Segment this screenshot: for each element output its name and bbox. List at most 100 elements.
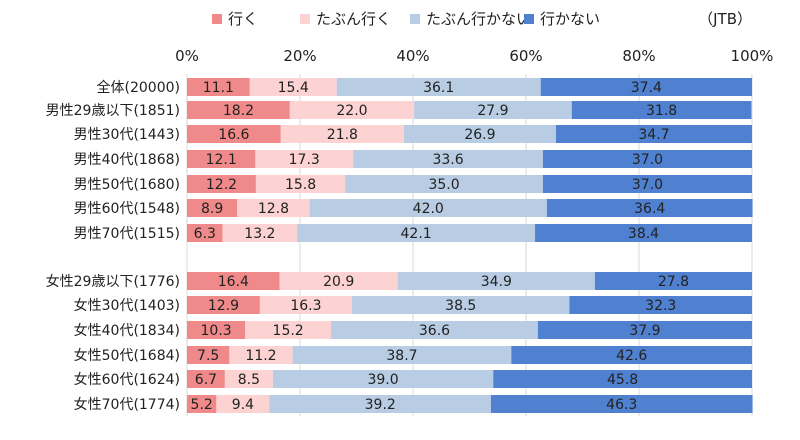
data-label: 13.2 bbox=[244, 226, 275, 242]
data-label: 12.2 bbox=[206, 177, 237, 193]
category-label: 女性30代(1403) bbox=[74, 297, 180, 314]
bars: 11.1 15.4 36.1 37.4 18.2 22.0 27.9 31.8 16.6 21.8… bbox=[187, 78, 753, 413]
category-label: 男性50代(1680) bbox=[74, 177, 180, 193]
legend-label-2: たぶん行く bbox=[316, 10, 391, 28]
data-label: 5.2 bbox=[191, 397, 213, 413]
data-label: 18.2 bbox=[223, 103, 254, 119]
data-label: 32.3 bbox=[645, 298, 676, 314]
bar-segment bbox=[187, 199, 238, 217]
category-labels: 全体(20000) 男性29歳以下(1851) 男性30代(1443) 男性40代(1… bbox=[46, 79, 180, 413]
category-label: 女性29歳以下(1776) bbox=[46, 273, 180, 290]
bar-segment bbox=[249, 78, 337, 96]
data-label: 38.7 bbox=[386, 348, 417, 364]
bar-segment bbox=[187, 224, 223, 242]
data-label: 11.1 bbox=[203, 80, 234, 96]
category-label: 女性70代(1774) bbox=[74, 396, 180, 413]
data-label: 10.3 bbox=[201, 323, 232, 339]
bar-segment bbox=[594, 272, 752, 290]
bar-segment bbox=[546, 199, 753, 217]
bar-segment bbox=[224, 370, 273, 388]
category-label: 男性60代(1548) bbox=[74, 201, 180, 217]
data-label: 11.2 bbox=[245, 348, 276, 364]
bar-segment bbox=[187, 346, 230, 364]
bar-segment bbox=[490, 395, 753, 413]
bar-segment bbox=[331, 321, 538, 339]
bar-segment bbox=[259, 296, 352, 314]
category-label: 全体(20000) bbox=[97, 79, 180, 96]
category-label: 女性40代(1834) bbox=[74, 322, 180, 339]
legend: 行く たぶん行く たぶん行かない 行かない bbox=[212, 10, 600, 28]
legend-label-3: たぶん行かない bbox=[426, 10, 531, 28]
bar-segment bbox=[535, 224, 752, 242]
bar-segment bbox=[542, 150, 752, 168]
data-label: 42.1 bbox=[401, 226, 432, 242]
bar-segment bbox=[279, 272, 398, 290]
data-label: 36.6 bbox=[419, 323, 450, 339]
data-label: 31.8 bbox=[646, 103, 677, 119]
category-label: 男性40代(1868) bbox=[74, 152, 180, 168]
bar-segment bbox=[351, 296, 570, 314]
data-label: 35.0 bbox=[428, 177, 459, 193]
bar-segment bbox=[289, 101, 415, 119]
bar-segment bbox=[493, 370, 752, 388]
data-label: 39.0 bbox=[367, 372, 398, 388]
bar-segment bbox=[187, 150, 256, 168]
bar-segment bbox=[272, 370, 494, 388]
data-label: 36.1 bbox=[423, 80, 454, 96]
bar-segment bbox=[187, 101, 290, 119]
category-label: 男性70代(1515) bbox=[74, 226, 180, 242]
legend-swatch-1 bbox=[212, 14, 222, 24]
data-label: 39.2 bbox=[365, 397, 396, 413]
category-label: 男性30代(1443) bbox=[74, 127, 180, 143]
category-label: 男性29歳以下(1851) bbox=[46, 103, 180, 119]
data-label: 12.8 bbox=[258, 201, 289, 217]
bar-segment bbox=[569, 296, 752, 314]
data-label: 34.9 bbox=[481, 274, 512, 290]
data-label: 33.6 bbox=[432, 152, 463, 168]
bar-segment bbox=[187, 78, 250, 96]
bar-segment bbox=[269, 395, 491, 413]
bar-segment bbox=[555, 125, 752, 143]
data-label: 20.9 bbox=[323, 274, 354, 290]
bar-segment bbox=[540, 78, 752, 96]
bar-segment bbox=[571, 101, 752, 119]
bar-segment bbox=[187, 296, 260, 314]
bar-segment bbox=[297, 224, 536, 242]
bar-segment bbox=[345, 175, 543, 193]
data-label: 6.7 bbox=[195, 372, 217, 388]
data-label: 34.7 bbox=[638, 127, 669, 143]
legend-swatch-4 bbox=[524, 14, 534, 24]
category-label: 女性60代(1624) bbox=[74, 371, 180, 388]
legend-swatch-2 bbox=[300, 14, 310, 24]
bar-segment bbox=[397, 272, 595, 290]
data-label: 27.9 bbox=[477, 103, 508, 119]
data-label: 16.6 bbox=[218, 127, 249, 143]
bar-segment bbox=[280, 125, 404, 143]
data-label: 15.8 bbox=[285, 177, 316, 193]
x-axis-ticks: 0% 20% 40% 60% 80% 100% bbox=[175, 47, 773, 65]
bar-segment bbox=[403, 125, 556, 143]
x-tick-label: 100% bbox=[731, 47, 774, 65]
bar-segment bbox=[187, 321, 246, 339]
bar-segment bbox=[245, 321, 332, 339]
data-label: 15.2 bbox=[273, 323, 304, 339]
data-label: 42.0 bbox=[413, 201, 444, 217]
source-note: （JTB） bbox=[698, 10, 752, 28]
data-label: 15.4 bbox=[278, 80, 309, 96]
data-label: 46.3 bbox=[606, 397, 637, 413]
bar-segment bbox=[542, 175, 752, 193]
legend-label-4: 行かない bbox=[540, 10, 600, 28]
x-tick-label: 60% bbox=[509, 47, 542, 65]
bar-segment bbox=[229, 346, 293, 364]
bar-segment bbox=[187, 125, 281, 143]
data-label: 22.0 bbox=[336, 103, 367, 119]
bar-segment bbox=[255, 175, 346, 193]
data-label: 38.5 bbox=[445, 298, 476, 314]
data-label: 42.6 bbox=[616, 348, 647, 364]
bar-segment bbox=[292, 346, 512, 364]
data-label: 8.9 bbox=[201, 201, 223, 217]
category-label: 女性50代(1684) bbox=[74, 347, 180, 364]
data-label: 9.4 bbox=[232, 397, 254, 413]
x-tick-label: 40% bbox=[396, 47, 429, 65]
